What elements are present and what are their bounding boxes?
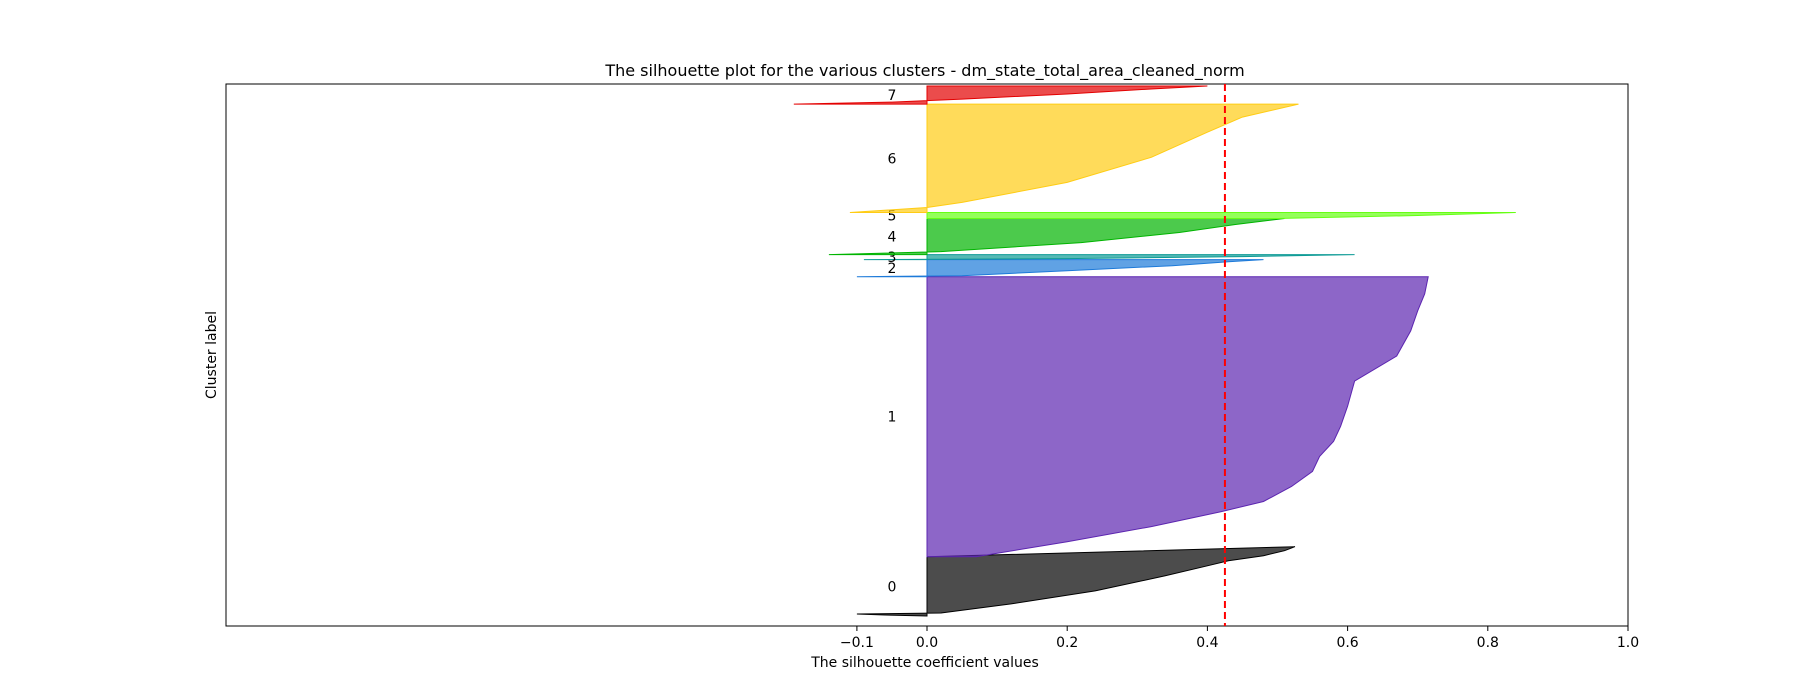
x-axis-label: The silhouette coefficient values <box>810 655 1039 671</box>
cluster-label-1: 1 <box>887 410 896 426</box>
cluster-band-6 <box>849 103 1299 213</box>
cluster-band-2 <box>856 259 1264 278</box>
x-tick-label: −0.1 <box>840 635 874 651</box>
x-axis-ticks: −0.1 0.0 0.2 0.4 0.6 0.8 1.0 <box>840 626 1639 651</box>
cluster-band-7 <box>793 85 1208 105</box>
cluster-band-4 <box>828 217 1285 256</box>
cluster-label-3: 3 <box>887 250 896 266</box>
cluster-label-4: 4 <box>887 230 896 246</box>
cluster-label-5: 5 <box>887 208 896 224</box>
cluster-label-0: 0 <box>887 579 896 595</box>
cluster-band-5 <box>926 211 1516 220</box>
cluster-label-6: 6 <box>887 151 896 167</box>
cluster-band-1 <box>926 276 1429 558</box>
x-tick-label: 0.4 <box>1196 635 1218 651</box>
x-tick-label: 0.6 <box>1336 635 1358 651</box>
chart-title: The silhouette plot for the various clus… <box>604 61 1244 81</box>
x-tick-label: 0.8 <box>1477 635 1499 651</box>
cluster-label-7: 7 <box>887 88 896 104</box>
cluster-label-2: 2 <box>887 261 896 277</box>
cluster-band-3 <box>863 254 1355 261</box>
x-tick-label: 0.0 <box>916 635 938 651</box>
cluster-band-0 <box>856 546 1296 617</box>
y-axis-label: Cluster label <box>204 311 220 399</box>
x-tick-label: 0.2 <box>1056 635 1078 651</box>
x-tick-label: 1.0 <box>1617 635 1639 651</box>
